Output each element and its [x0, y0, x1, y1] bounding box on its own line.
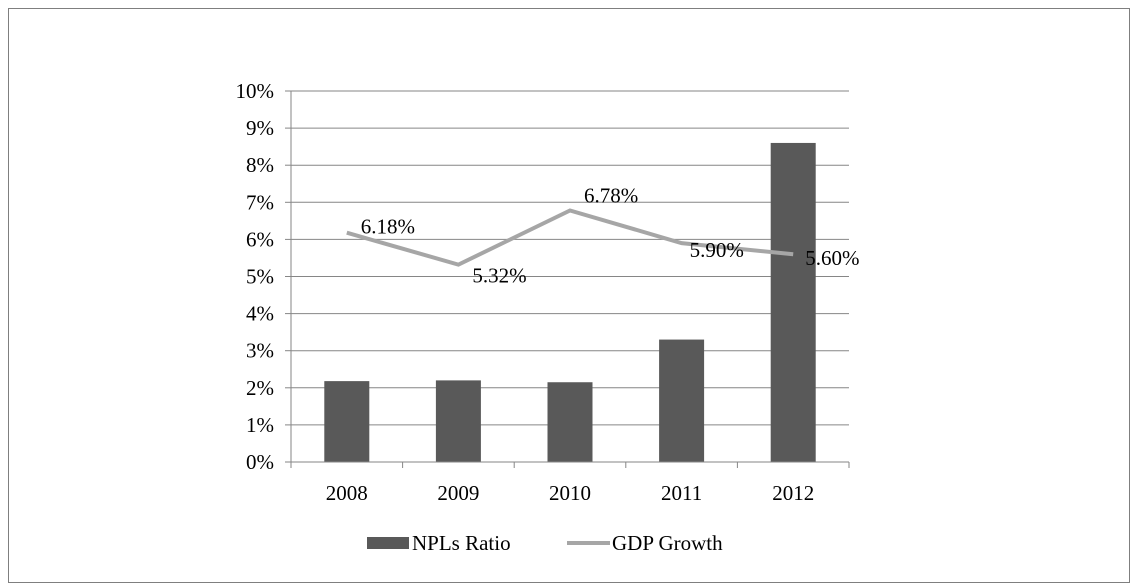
- data-label: 5.90%: [690, 238, 744, 262]
- bar: [324, 381, 370, 462]
- y-tick-label: 5%: [246, 265, 274, 289]
- legend-label-gdp: GDP Growth: [612, 531, 723, 555]
- x-tick-label: 2010: [549, 481, 591, 505]
- bar: [435, 380, 481, 462]
- y-tick-label: 1%: [246, 413, 274, 437]
- legend: NPLs Ratio GDP Growth: [367, 531, 723, 555]
- x-tick-label: 2008: [326, 481, 368, 505]
- x-tick-label: 2011: [661, 481, 702, 505]
- y-tick-label: 7%: [246, 190, 274, 214]
- x-tick-label: 2009: [437, 481, 479, 505]
- line-series-gdp: [346, 208, 794, 267]
- bar: [770, 142, 816, 462]
- data-labels: 6.18% 5.32% 6.78% 5.90% 5.60%: [361, 183, 860, 287]
- bar-series-npls: [324, 142, 816, 462]
- gdp-growth-line: [346, 208, 794, 267]
- y-tick-label: 2%: [246, 376, 274, 400]
- y-tick-label: 0%: [246, 450, 274, 474]
- data-label: 5.60%: [805, 246, 859, 270]
- bar: [547, 382, 593, 462]
- data-label: 5.32%: [472, 264, 526, 288]
- data-label: 6.78%: [584, 183, 638, 207]
- y-tick-label: 4%: [246, 302, 274, 326]
- legend-swatch-npls: [367, 537, 409, 549]
- gridlines: [291, 90, 849, 426]
- axes: [285, 90, 850, 468]
- x-tick-labels: 2008 2009 2010 2011 2012: [326, 481, 814, 505]
- x-tick-label: 2012: [772, 481, 814, 505]
- chart-frame: [8, 8, 1130, 583]
- y-tick-label: 6%: [246, 227, 274, 251]
- bar: [659, 339, 705, 462]
- y-tick-label: 9%: [246, 116, 274, 140]
- y-tick-labels: 0% 1% 2% 3% 4% 5% 6% 7% 8% 9% 10%: [236, 79, 275, 474]
- y-tick-label: 8%: [246, 153, 274, 177]
- data-label: 6.18%: [361, 215, 415, 239]
- y-tick-label: 10%: [236, 79, 275, 103]
- y-tick-label: 3%: [246, 339, 274, 363]
- legend-label-npls: NPLs Ratio: [412, 531, 511, 555]
